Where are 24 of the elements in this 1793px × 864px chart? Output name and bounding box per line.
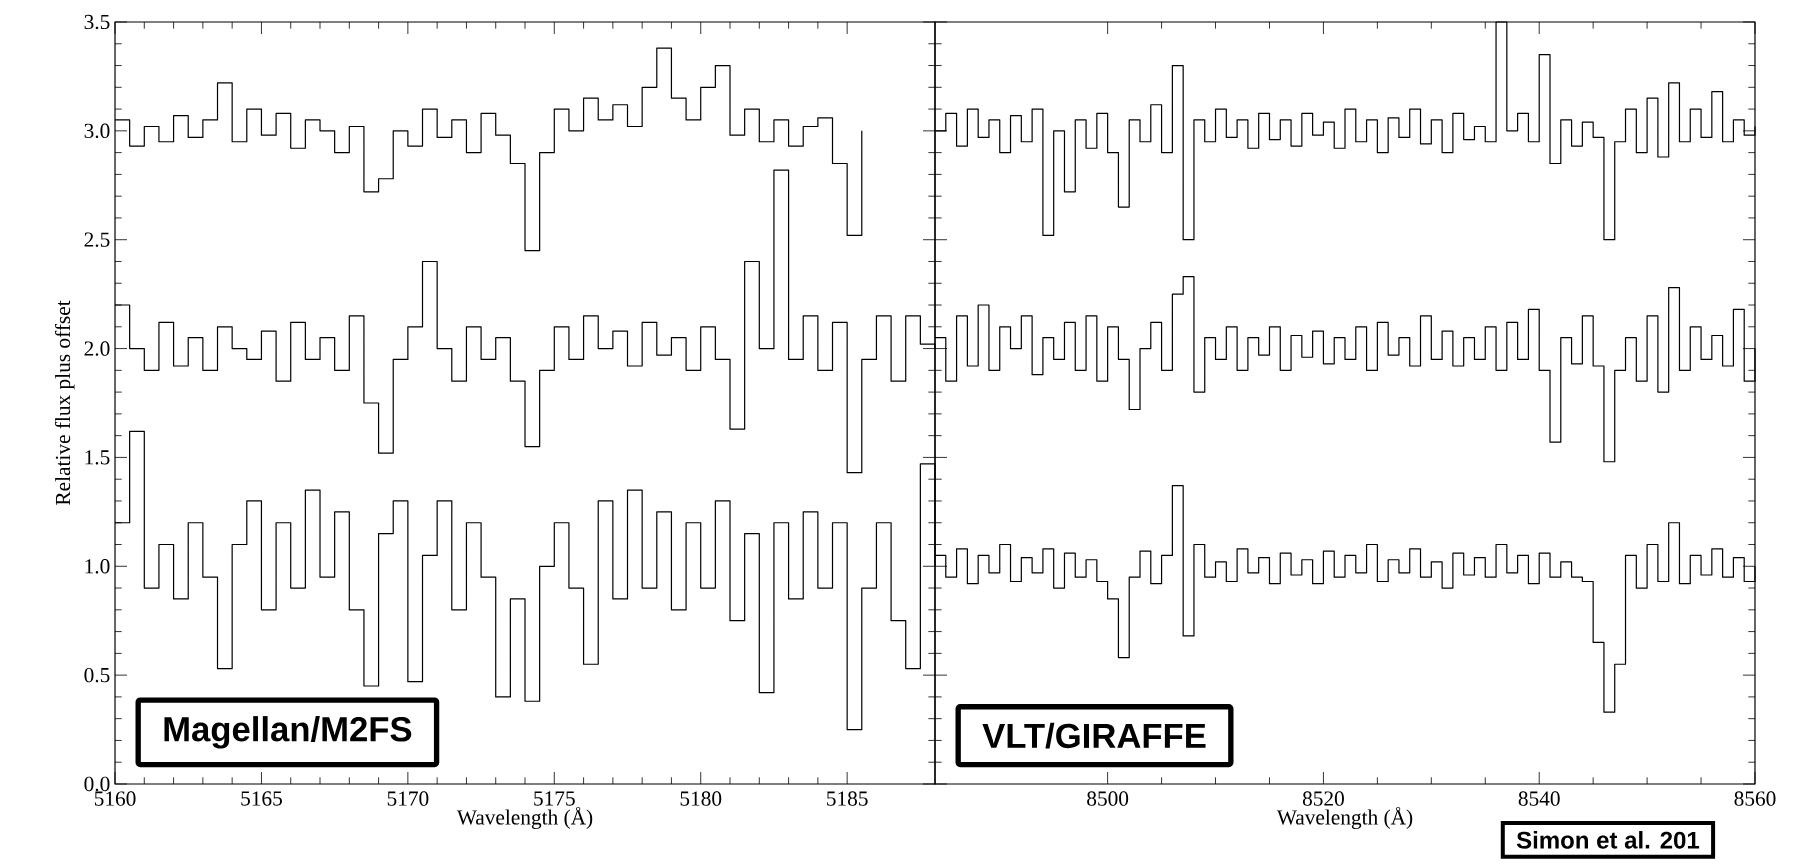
x-tick-label: 5185 [827,791,868,806]
x-tick-label: 5170 [387,791,429,806]
y-tick-label: 3.5 [84,14,110,30]
y-tick-label: 1.5 [85,450,110,465]
annotation: VLT/GIRAFFE [982,722,1206,749]
y-tick-label: 2.0 [84,341,110,356]
y-tick-label: 0.0 [84,776,110,792]
y-tick-label: 3.0 [84,123,110,139]
text: Simon et al. 201 [1516,831,1700,849]
annotation: Magellan/M2FS [164,716,412,749]
y-axis-title: Relative flux plus offset [54,300,75,505]
y-tick-label: 0.5 [84,667,110,683]
y-tick-label: 2.5 [84,232,110,247]
x-tick-label: 8520 [1302,791,1344,806]
x-tick-label: 8500 [1087,791,1129,806]
x-tick-label: 8560 [1734,791,1776,806]
y-tick-label: 1.0 [85,559,110,574]
x-tick-label: 5180 [680,791,722,806]
x-tick-label: 5175 [534,791,575,806]
x-tick-label: 5165 [241,791,282,806]
x-tick-label: 8540 [1518,791,1560,806]
x-axis-title: Wavelength (Å) [456,806,593,829]
x-tick-label: 5160 [94,791,136,806]
x-axis-title: Wavelength (Å) [1276,806,1413,829]
